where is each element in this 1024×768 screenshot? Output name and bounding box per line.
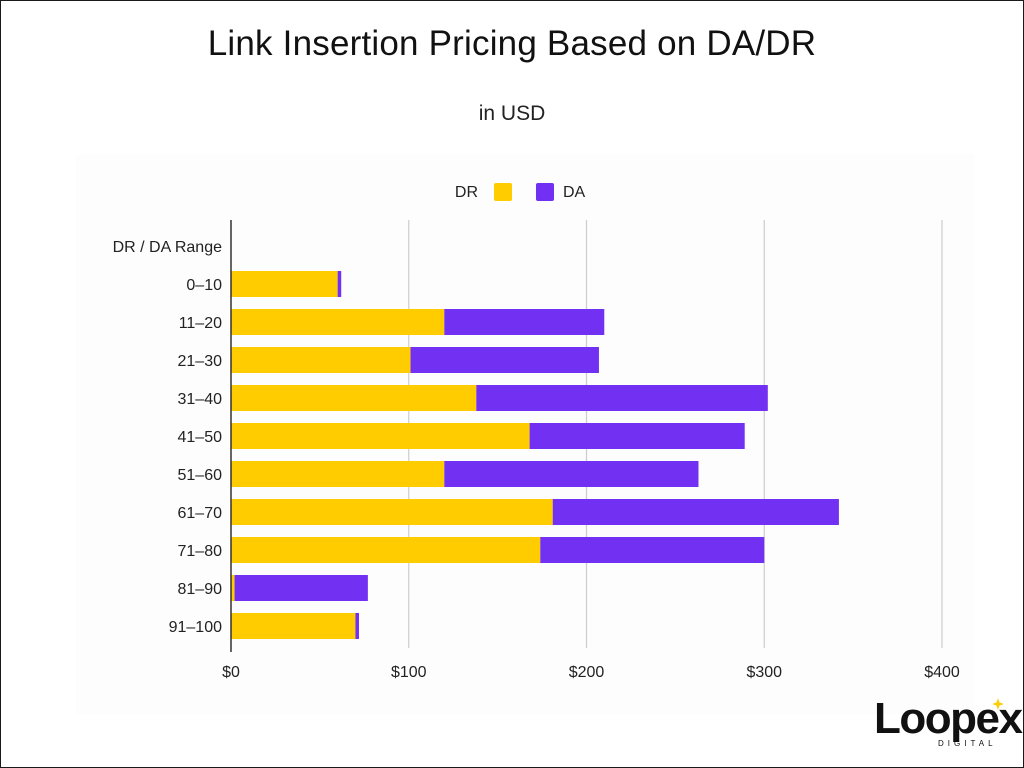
bar-dr bbox=[231, 537, 541, 563]
bar-da bbox=[552, 499, 839, 525]
bar-dr bbox=[231, 423, 530, 449]
x-tick-label: $0 bbox=[222, 664, 240, 681]
x-tick-label: $300 bbox=[746, 664, 782, 681]
bar-da bbox=[540, 537, 765, 563]
legend-swatch-dr bbox=[494, 183, 512, 201]
y-tick-label: 71–80 bbox=[178, 543, 223, 560]
bar-da bbox=[410, 347, 599, 373]
chart-title: Link Insertion Pricing Based on DA/DR bbox=[207, 24, 817, 63]
loopex-logo: Loopex DIGITAL bbox=[874, 696, 1023, 752]
y-tick-label: 11–20 bbox=[179, 315, 222, 332]
y-tick-label: 0–10 bbox=[186, 277, 222, 294]
y-tick-label: 41–50 bbox=[178, 429, 223, 446]
bar-dr bbox=[231, 613, 356, 639]
y-tick-label: 61–70 bbox=[178, 505, 223, 522]
logo-subtitle: DIGITAL bbox=[938, 739, 997, 748]
logo-spark-icon bbox=[992, 698, 1004, 710]
bar-da bbox=[529, 423, 745, 449]
x-tick-label: $100 bbox=[391, 664, 427, 681]
category-header: DR / DA Range bbox=[113, 239, 222, 256]
bar-dr bbox=[231, 271, 338, 297]
y-tick-label: 31–40 bbox=[178, 391, 223, 408]
bar-da bbox=[444, 309, 605, 335]
bar-dr bbox=[231, 575, 235, 601]
y-tick-label: 51–60 bbox=[178, 467, 223, 484]
y-tick-label: 21–30 bbox=[178, 353, 223, 370]
y-tick-label: 81–90 bbox=[178, 581, 223, 598]
bar-dr bbox=[231, 461, 445, 487]
legend-label-da: DA bbox=[563, 184, 586, 201]
x-tick-label: $400 bbox=[924, 664, 960, 681]
chart-subtitle: in USD bbox=[478, 102, 546, 125]
bar-dr bbox=[231, 385, 477, 411]
bar-da bbox=[444, 461, 699, 487]
legend-swatch-da bbox=[536, 183, 554, 201]
legend-label-dr: DR bbox=[455, 184, 478, 201]
bar-dr bbox=[231, 499, 553, 525]
bar-dr bbox=[231, 347, 411, 373]
bar-da bbox=[476, 385, 768, 411]
y-tick-label: 91–100 bbox=[169, 619, 222, 636]
bar-da bbox=[337, 271, 342, 297]
bar-da bbox=[234, 575, 368, 601]
x-tick-label: $200 bbox=[569, 664, 605, 681]
bar-da bbox=[355, 613, 359, 639]
bar-dr bbox=[231, 309, 445, 335]
